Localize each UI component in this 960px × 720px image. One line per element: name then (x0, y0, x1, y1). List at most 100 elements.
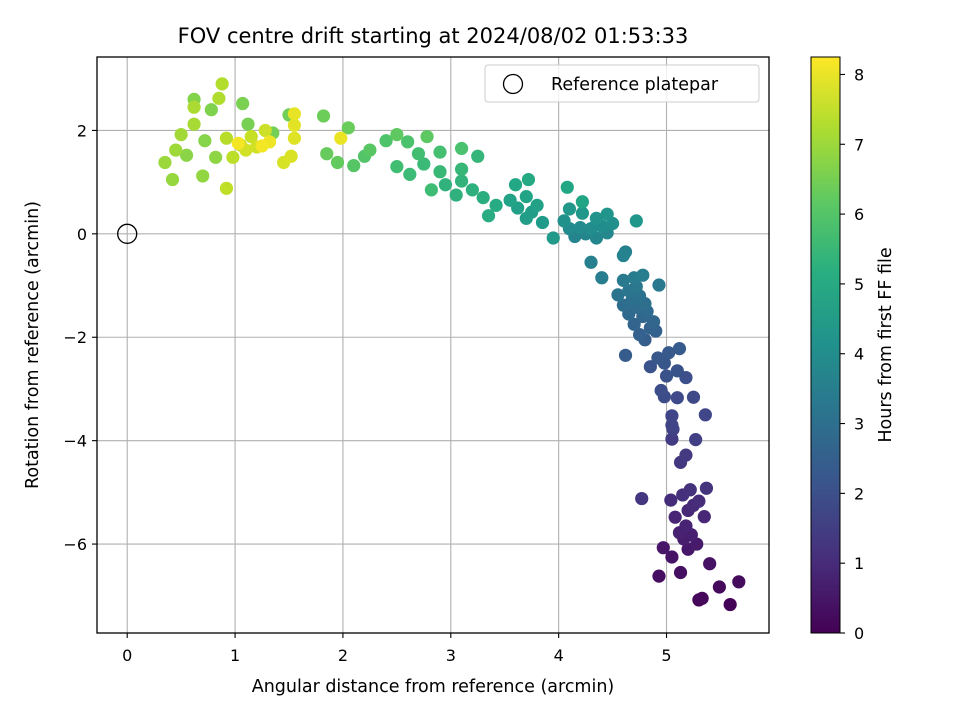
reference-marker-layer (117, 223, 138, 244)
data-point (600, 207, 614, 221)
data-point (433, 145, 447, 159)
y-tick-label: 2 (77, 121, 87, 140)
data-point (196, 169, 210, 183)
data-point (575, 195, 589, 209)
data-point (231, 136, 245, 150)
data-point (665, 409, 679, 423)
data-point (698, 408, 712, 422)
colorbar-ticks: 0 1 2 3 4 5 6 7 8 (840, 65, 864, 643)
data-point (535, 215, 550, 230)
data-point (287, 131, 301, 145)
data-point (664, 493, 678, 507)
x-tick-label: 1 (230, 646, 240, 665)
data-point (672, 342, 687, 356)
data-point (187, 100, 201, 114)
data-point (530, 198, 544, 212)
data-point (643, 360, 657, 374)
colorbar-tick-label: 4 (854, 345, 864, 364)
data-point (341, 121, 355, 135)
y-axis-ticks: −6 −4 −2 0 2 (63, 121, 97, 554)
chart-title: FOV centre drift starting at 2024/08/02 … (178, 24, 689, 48)
data-point (165, 172, 180, 187)
data-point (330, 155, 345, 170)
colorbar-tick-label: 7 (854, 135, 864, 154)
data-point (560, 180, 574, 194)
data-point (158, 155, 172, 170)
y-tick-label: −4 (63, 432, 87, 451)
legend: Reference platepar (484, 64, 760, 103)
data-point (226, 150, 240, 164)
data-point (665, 418, 679, 432)
data-point (611, 288, 625, 302)
data-point (659, 369, 674, 383)
data-point (403, 167, 417, 181)
colorbar-label: Hours from first FF file (876, 247, 896, 442)
data-point (236, 96, 250, 111)
colorbar-tick-label: 6 (854, 205, 864, 224)
colorbar-tick-label: 8 (854, 65, 864, 84)
data-point (417, 157, 431, 171)
data-point (287, 107, 301, 121)
data-point (732, 575, 746, 589)
data-point (584, 222, 598, 236)
data-point (519, 190, 533, 204)
data-point (179, 148, 194, 162)
data-point (521, 172, 536, 187)
data-point (692, 494, 706, 508)
colorbar-tick-label: 3 (854, 415, 864, 434)
data-point (320, 147, 334, 161)
data-point (198, 134, 212, 148)
legend-label: Reference platepar (551, 75, 719, 95)
data-point (699, 481, 714, 495)
data-point (390, 127, 404, 142)
data-point (454, 141, 469, 156)
reference-platepar-marker (117, 223, 138, 244)
data-point (401, 135, 415, 149)
colorbar-tick-label: 1 (854, 554, 864, 573)
colorbar-tick-label: 2 (854, 484, 864, 503)
data-point (255, 139, 269, 153)
data-point (636, 268, 650, 282)
data-point (433, 165, 447, 179)
data-point (652, 569, 666, 583)
data-point (673, 565, 688, 580)
data-point (212, 91, 226, 105)
data-point (424, 183, 438, 197)
data-point (595, 271, 609, 285)
x-tick-label: 4 (554, 646, 564, 665)
data-point (679, 448, 693, 462)
x-tick-label: 5 (661, 646, 671, 665)
y-tick-label: 0 (77, 225, 87, 244)
data-point (347, 158, 361, 173)
legend-marker-icon (502, 73, 524, 95)
data-point (618, 348, 633, 362)
data-point (316, 109, 331, 123)
data-point (616, 248, 630, 263)
data-point (575, 206, 589, 220)
data-point (471, 149, 485, 163)
x-tick-label: 0 (122, 646, 132, 665)
data-point (665, 432, 679, 446)
data-point (363, 143, 377, 157)
data-point (654, 383, 668, 398)
data-point (616, 273, 630, 287)
data-point (668, 510, 682, 524)
data-point (219, 131, 234, 145)
data-point (670, 364, 684, 378)
data-point (712, 580, 726, 594)
data-point (632, 328, 647, 342)
data-point (662, 346, 676, 360)
data-point (187, 117, 201, 131)
data-point (683, 483, 697, 497)
data-point (503, 193, 517, 207)
data-point (562, 202, 577, 216)
data-point (420, 130, 434, 144)
data-point (656, 541, 670, 555)
data-point (390, 160, 404, 174)
data-point (573, 221, 587, 235)
data-point (646, 315, 661, 329)
data-point (651, 351, 665, 365)
data-point (476, 191, 490, 205)
data-points (158, 77, 746, 612)
